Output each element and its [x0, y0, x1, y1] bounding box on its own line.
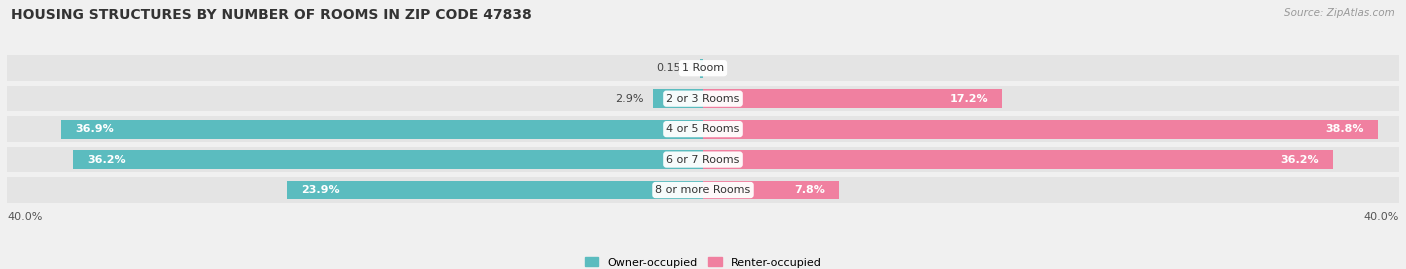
Bar	[703, 180, 839, 200]
Text: 2 or 3 Rooms: 2 or 3 Rooms	[666, 94, 740, 104]
Text: 0.15%: 0.15%	[657, 63, 692, 73]
Bar	[73, 150, 703, 169]
Text: 4 or 5 Rooms: 4 or 5 Rooms	[666, 124, 740, 134]
Text: 36.2%: 36.2%	[1281, 155, 1319, 165]
Text: 17.2%: 17.2%	[949, 94, 988, 104]
Text: 38.8%: 38.8%	[1326, 124, 1364, 134]
Text: 23.9%: 23.9%	[301, 185, 340, 195]
Bar	[7, 55, 1399, 81]
Text: 36.9%: 36.9%	[75, 124, 114, 134]
Bar	[60, 120, 703, 139]
Text: 36.2%: 36.2%	[87, 155, 125, 165]
Bar	[703, 150, 1333, 169]
Bar	[703, 120, 1378, 139]
Text: 40.0%: 40.0%	[7, 212, 42, 222]
Text: 8 or more Rooms: 8 or more Rooms	[655, 185, 751, 195]
Text: 40.0%: 40.0%	[1364, 212, 1399, 222]
Text: 2.9%: 2.9%	[616, 94, 644, 104]
Text: 7.8%: 7.8%	[794, 185, 825, 195]
Bar	[703, 89, 1002, 108]
Bar	[652, 89, 703, 108]
Bar	[700, 59, 703, 78]
Text: 6 or 7 Rooms: 6 or 7 Rooms	[666, 155, 740, 165]
Text: Source: ZipAtlas.com: Source: ZipAtlas.com	[1284, 8, 1395, 18]
Bar	[287, 180, 703, 200]
Text: HOUSING STRUCTURES BY NUMBER OF ROOMS IN ZIP CODE 47838: HOUSING STRUCTURES BY NUMBER OF ROOMS IN…	[11, 8, 531, 22]
Bar	[7, 147, 1399, 172]
Bar	[7, 86, 1399, 111]
Bar	[7, 116, 1399, 142]
Legend: Owner-occupied, Renter-occupied: Owner-occupied, Renter-occupied	[581, 253, 825, 269]
Text: 1 Room: 1 Room	[682, 63, 724, 73]
Bar	[7, 177, 1399, 203]
